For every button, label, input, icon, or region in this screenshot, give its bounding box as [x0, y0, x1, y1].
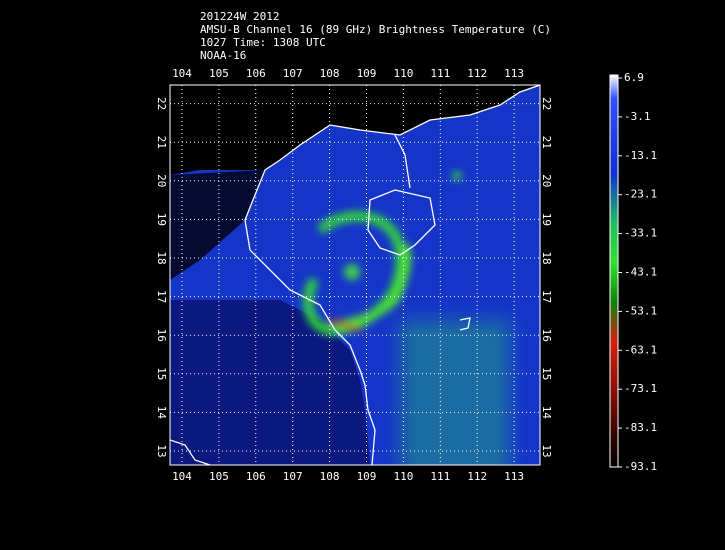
lat-label: 13	[540, 444, 553, 457]
lon-label: 109	[357, 470, 377, 483]
header-line: 201224W 2012	[200, 10, 279, 23]
lat-label: 17	[155, 290, 168, 303]
land-field	[170, 300, 370, 465]
lon-label: 106	[246, 67, 266, 80]
lat-label: 16	[155, 329, 168, 342]
colorbar-label: -63.1	[624, 343, 657, 356]
lat-label: 17	[540, 290, 553, 303]
lon-label: 104	[172, 67, 192, 80]
lon-label: 108	[320, 470, 340, 483]
lon-label: 111	[430, 67, 450, 80]
lat-label: 20	[155, 174, 168, 187]
imagery	[170, 85, 540, 465]
lat-label: 14	[540, 406, 553, 420]
lat-label: 22	[540, 97, 553, 110]
lon-label: 113	[504, 67, 524, 80]
colorbar-label: -93.1	[624, 460, 657, 473]
colorbar-label: 6.9	[624, 71, 644, 84]
lon-label: 110	[393, 67, 413, 80]
coastline	[170, 85, 540, 465]
lat-label: 21	[155, 136, 168, 149]
lon-label: 104	[172, 470, 192, 483]
lon-label: 112	[467, 67, 487, 80]
lon-label: 108	[320, 67, 340, 80]
lat-label: 14	[155, 406, 168, 420]
lat-label: 20	[540, 174, 553, 187]
lat-label: 18	[540, 251, 553, 264]
colorbar-label: -73.1	[624, 382, 657, 395]
lat-label: 16	[540, 329, 553, 342]
lat-label: 19	[540, 213, 553, 226]
lon-label: 111	[430, 470, 450, 483]
land-dark	[170, 85, 540, 175]
lat-label: 15	[540, 367, 553, 380]
rain-band	[400, 320, 510, 465]
storm-eyewall	[303, 171, 462, 336]
lat-label: 15	[155, 367, 168, 380]
lon-label: 110	[393, 470, 413, 483]
header-line: NOAA-16	[200, 49, 246, 62]
lon-label: 105	[209, 470, 229, 483]
lon-label: 109	[357, 67, 377, 80]
lon-label: 107	[283, 67, 303, 80]
lon-label: 107	[283, 470, 303, 483]
colorbar-label: -83.1	[624, 421, 657, 434]
header-line: 1027 Time: 1308 UTC	[200, 36, 326, 49]
lat-label: 19	[155, 213, 168, 226]
lon-label: 106	[246, 470, 266, 483]
header-line: AMSU-B Channel 16 (89 GHz) Brightness Te…	[200, 23, 551, 36]
lat-label: 21	[540, 136, 553, 149]
colorbar	[609, 74, 619, 468]
colorbar-label: -43.1	[624, 266, 657, 279]
lon-label: 113	[504, 470, 524, 483]
colorbar-label: -53.1	[624, 304, 657, 317]
land-dark	[170, 170, 265, 280]
lat-label: 13	[155, 444, 168, 457]
lat-label: 18	[155, 251, 168, 264]
lat-label: 22	[155, 97, 168, 110]
colorbar-label: -23.1	[624, 188, 657, 201]
map-frame	[169, 84, 541, 466]
colorbar-label: -13.1	[624, 149, 657, 162]
colorbar-label: -33.1	[624, 227, 657, 240]
lon-label: 112	[467, 470, 487, 483]
colorbar-label: -3.1	[624, 110, 651, 123]
lon-label: 105	[209, 67, 229, 80]
